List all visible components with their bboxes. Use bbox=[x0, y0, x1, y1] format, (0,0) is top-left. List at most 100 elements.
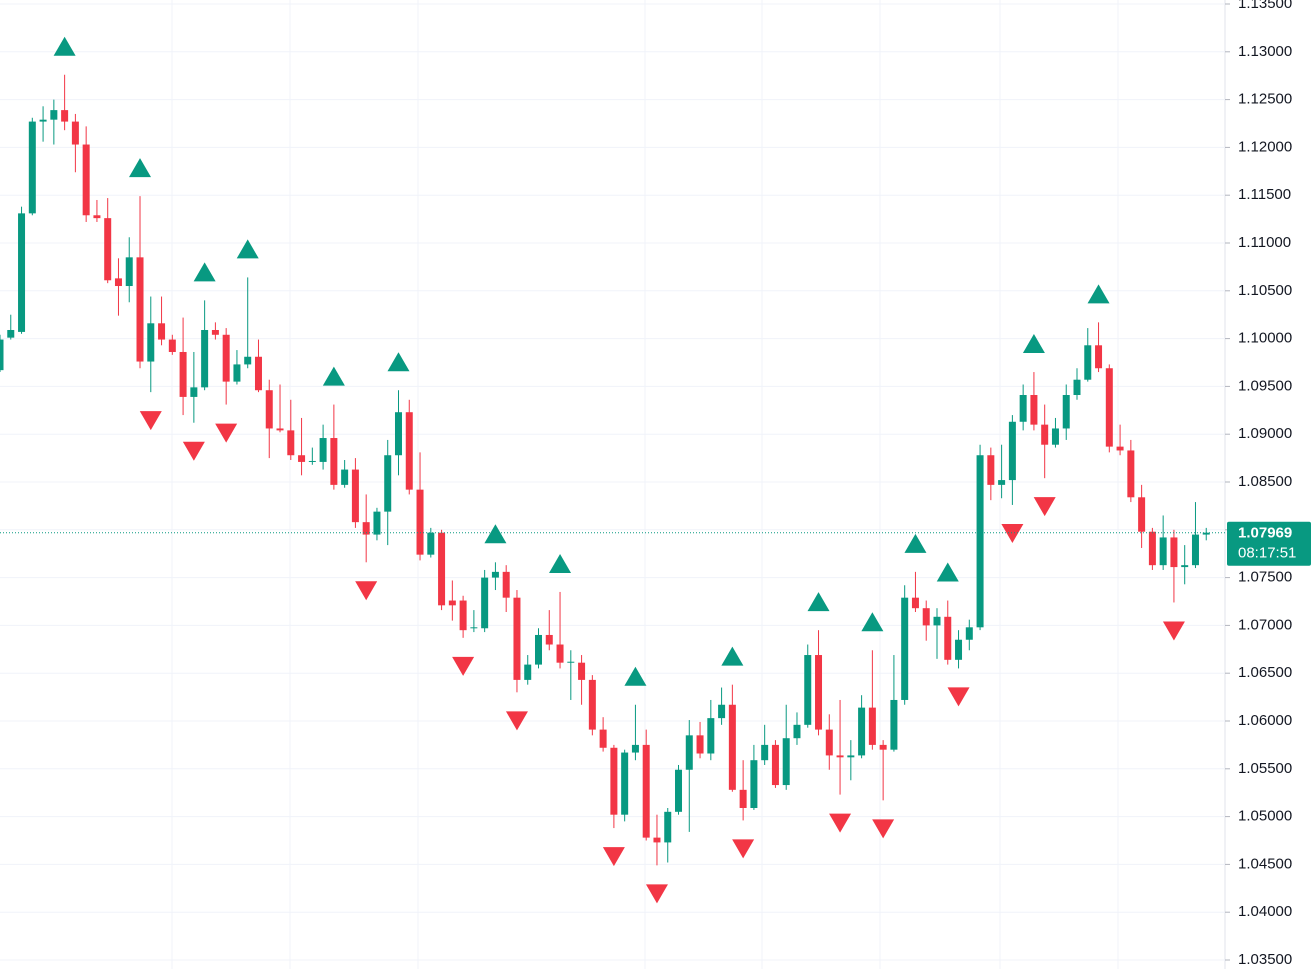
candle-body bbox=[1159, 537, 1167, 566]
candle-body bbox=[50, 110, 58, 120]
candle-body bbox=[491, 571, 499, 578]
candle-body bbox=[911, 597, 919, 609]
candle-body bbox=[879, 744, 887, 750]
fractal-up bbox=[193, 262, 216, 282]
fractal-down bbox=[505, 711, 528, 731]
fractal-up bbox=[236, 239, 259, 259]
fractal-down bbox=[602, 847, 625, 867]
candle-body bbox=[771, 744, 779, 786]
candle-body bbox=[0, 339, 4, 371]
candle-body bbox=[18, 213, 26, 332]
candle-body bbox=[685, 735, 693, 770]
fractal-up bbox=[387, 352, 410, 372]
candle-body bbox=[470, 627, 478, 629]
y-tick-label: 1.11000 bbox=[1238, 234, 1291, 251]
candle-body bbox=[868, 707, 876, 745]
y-tick-label: 1.05000 bbox=[1238, 808, 1292, 825]
candle-body bbox=[276, 428, 284, 431]
fractal-down bbox=[215, 423, 238, 443]
fractal-down bbox=[829, 813, 852, 833]
fractal-down bbox=[1162, 621, 1185, 641]
y-tick-label: 1.10000 bbox=[1238, 330, 1292, 347]
candle-body bbox=[125, 257, 133, 287]
candle-body bbox=[836, 755, 844, 758]
candle-body bbox=[1127, 450, 1135, 498]
y-tick-label: 1.10500 bbox=[1238, 282, 1292, 299]
candle-body bbox=[384, 455, 392, 512]
candle-body bbox=[201, 329, 209, 388]
candle-body bbox=[427, 532, 435, 555]
candle-body bbox=[567, 661, 575, 663]
y-tick-label: 1.06000 bbox=[1238, 712, 1292, 729]
candle-body bbox=[1019, 395, 1027, 422]
fractal-down bbox=[452, 656, 475, 676]
candle-body bbox=[631, 744, 639, 753]
candle-body bbox=[556, 644, 564, 663]
fractal-up bbox=[861, 612, 884, 632]
candle-body bbox=[1202, 532, 1210, 535]
candle-body bbox=[847, 755, 855, 758]
candle-body bbox=[1095, 345, 1103, 369]
fractal-down bbox=[1033, 497, 1056, 517]
fractal-down bbox=[182, 441, 205, 461]
candle-body bbox=[1181, 565, 1189, 568]
candle-body bbox=[804, 655, 812, 725]
candle-body bbox=[1051, 428, 1059, 445]
y-tick-label: 1.04000 bbox=[1238, 903, 1292, 920]
y-tick-label: 1.03500 bbox=[1238, 951, 1292, 968]
fractal-down bbox=[1001, 523, 1024, 543]
candle-body bbox=[362, 522, 370, 535]
candle-body bbox=[448, 600, 456, 606]
last-price-box bbox=[1227, 521, 1311, 566]
fractal-up bbox=[721, 646, 744, 666]
fractal-up bbox=[624, 666, 647, 686]
candle-body bbox=[71, 121, 79, 145]
candle-body bbox=[93, 215, 101, 219]
candle-body bbox=[438, 532, 446, 606]
y-tick-label: 1.04500 bbox=[1238, 855, 1292, 872]
candle-body bbox=[319, 438, 327, 462]
candle-body bbox=[104, 218, 112, 281]
candle-body bbox=[1170, 537, 1178, 568]
fractal-up bbox=[549, 553, 572, 573]
candle-body bbox=[308, 460, 316, 462]
fractal-up bbox=[322, 366, 345, 386]
candle-body bbox=[351, 469, 359, 523]
candle-body bbox=[341, 469, 349, 485]
candle-body bbox=[459, 600, 467, 631]
candle-body bbox=[244, 356, 252, 365]
candle-body bbox=[728, 704, 736, 790]
candle-body bbox=[922, 608, 930, 626]
y-tick-label: 1.12000 bbox=[1238, 138, 1292, 155]
candle-body bbox=[761, 744, 769, 761]
candle-body bbox=[588, 679, 596, 730]
y-tick-label: 1.13500 bbox=[1238, 0, 1292, 12]
candle-body bbox=[39, 119, 47, 122]
candle-body bbox=[825, 729, 833, 756]
fractal-up bbox=[1087, 284, 1110, 304]
candle-body bbox=[1041, 424, 1049, 445]
fractal-down bbox=[947, 687, 970, 707]
candle-body bbox=[513, 597, 521, 680]
candle-body bbox=[642, 744, 650, 838]
candle-body bbox=[147, 323, 155, 362]
candle-body bbox=[998, 480, 1006, 485]
candle-body bbox=[1030, 395, 1038, 425]
y-tick-label: 1.05500 bbox=[1238, 760, 1292, 777]
candle-body bbox=[901, 597, 909, 700]
candle-body bbox=[1105, 368, 1113, 447]
candle-body bbox=[782, 738, 790, 786]
candle-body bbox=[578, 662, 586, 680]
time-grid bbox=[171, 0, 1119, 969]
candle-body bbox=[1062, 395, 1070, 429]
candle-body bbox=[858, 707, 866, 756]
candle-body bbox=[373, 511, 381, 535]
fractal-up bbox=[53, 36, 76, 56]
candle-body bbox=[298, 455, 306, 462]
y-tick-label: 1.09500 bbox=[1238, 377, 1292, 394]
y-tick-label: 1.12500 bbox=[1238, 91, 1292, 108]
y-tick-label: 1.06500 bbox=[1238, 664, 1292, 681]
candle-body bbox=[718, 704, 726, 719]
candle-body bbox=[1084, 345, 1092, 380]
